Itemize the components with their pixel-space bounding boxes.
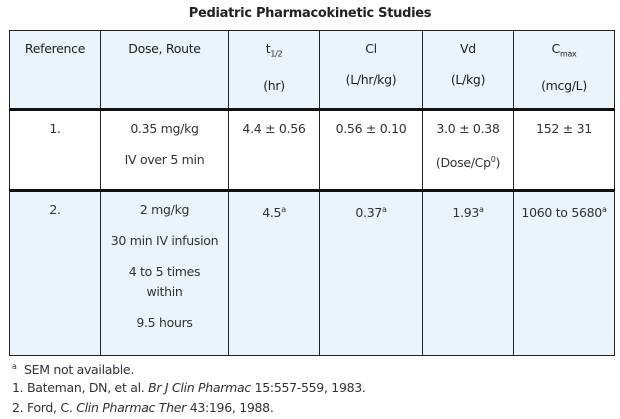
cell-cmax: 1060 to 5680a xyxy=(513,189,615,356)
header-half-life: t1/2 (hr) xyxy=(228,30,320,110)
footnote-a: a SEM not available. xyxy=(12,362,134,378)
cell-half-life: 4.5a xyxy=(228,189,320,356)
pk-table: Reference Dose, Route t1/2 (hr) Cl (L/hr/k… xyxy=(9,30,615,356)
cell-half-life: 4.4 ± 0.56 xyxy=(228,108,320,191)
cell-vd: 1.93a xyxy=(422,189,514,356)
header-dose-route: Dose, Route xyxy=(100,30,229,110)
header-vd: Vd (L/kg) xyxy=(422,30,514,110)
cell-dose: 0.35 mg/kg IV over 5 min xyxy=(100,108,229,191)
reference-2: 2. Ford, C. Clin Pharmac Ther 43:196, 19… xyxy=(12,400,274,415)
cell-cmax: 152 ± 31 xyxy=(513,108,615,191)
cell-dose: 2 mg/kg 30 min IV infusion 4 to 5 times … xyxy=(100,189,229,356)
header-row: Reference Dose, Route t1/2 (hr) Cl (L/hr/k… xyxy=(9,30,615,110)
table-row: 1. 0.35 mg/kg IV over 5 min 4.4 ± 0.56 0.… xyxy=(9,108,615,191)
cell-vd: 3.0 ± 0.38 (Dose/Cp0) xyxy=(422,108,514,191)
table-row: 2. 2 mg/kg 30 min IV infusion 4 to 5 tim… xyxy=(9,189,615,356)
cell-clearance: 0.56 ± 0.10 xyxy=(319,108,423,191)
cell-clearance: 0.37a xyxy=(319,189,423,356)
header-reference: Reference xyxy=(9,30,101,110)
footnotes: a SEM not available. 1. Bateman, DN, et … xyxy=(12,357,366,419)
reference-1: 1. Bateman, DN, et al. Br J Clin Pharmac… xyxy=(12,379,366,395)
cell-reference: 2. xyxy=(9,189,101,356)
cell-reference: 1. xyxy=(9,108,101,191)
header-cmax: Cmax (mcg/L) xyxy=(513,30,615,110)
table-title: Pediatric Pharmacokinetic Studies xyxy=(188,6,432,21)
header-clearance: Cl (L/hr/kg) xyxy=(319,30,423,110)
